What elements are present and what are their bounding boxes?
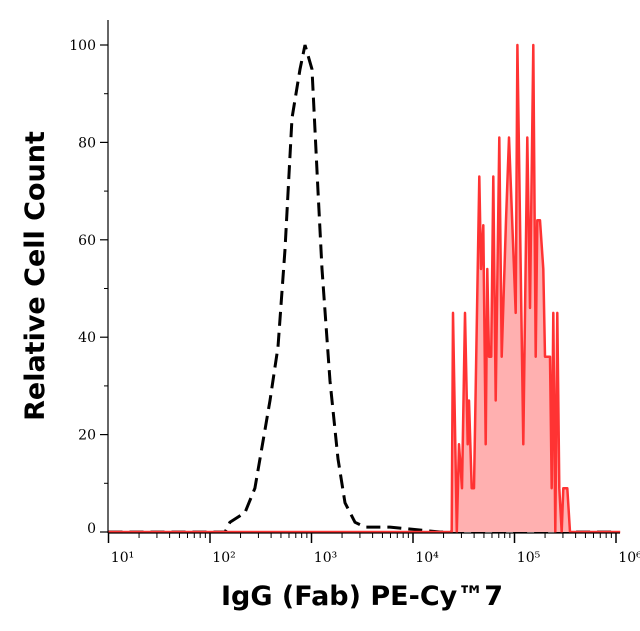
x-tick-label: 10³ — [314, 550, 337, 566]
axes: 0 20 40 60 80 100 10¹ 10² 10³ 10⁴ 10⁵ 10⁶ — [69, 20, 640, 566]
y-axis-title: Relative Cell Count — [20, 131, 51, 421]
x-tick-label: 10⁵ — [517, 550, 541, 566]
y-tick-label: 60 — [78, 233, 96, 249]
x-tick-label: 10¹ — [111, 550, 134, 566]
x-axis-title: IgG (Fab) PE-Cy™7 — [221, 581, 503, 612]
series-line-red — [108, 43, 621, 534]
x-tick-label: 10⁶ — [618, 550, 640, 566]
plot-area — [108, 43, 621, 534]
y-tick-label: 40 — [78, 330, 96, 346]
series-area-fill — [108, 45, 621, 532]
y-tick-label: 0 — [87, 521, 96, 537]
x-tick-label: 10² — [212, 550, 235, 566]
y-tick-label: 20 — [78, 428, 96, 444]
y-tick-label: 100 — [69, 38, 96, 54]
y-tick-label: 80 — [78, 135, 96, 151]
x-tick-label: 10⁴ — [415, 550, 439, 566]
series-line-dashed — [108, 44, 616, 534]
